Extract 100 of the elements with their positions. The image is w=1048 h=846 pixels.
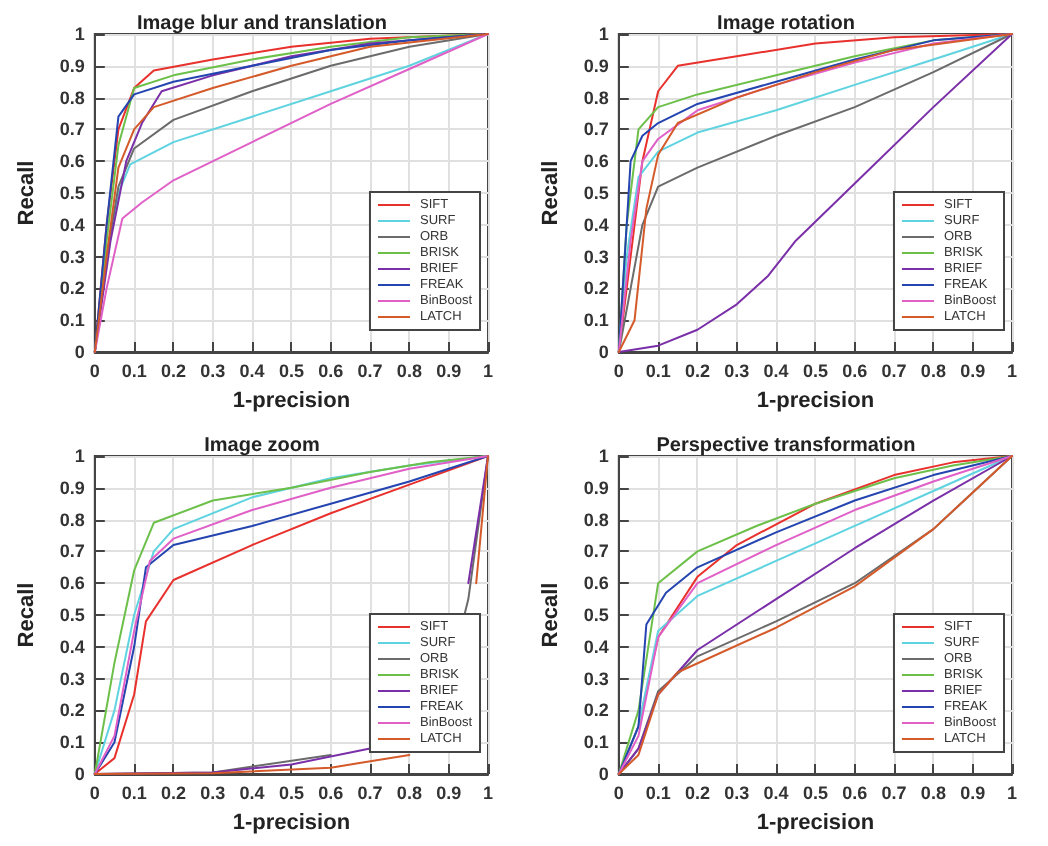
x-tick-label: 0.9: [960, 783, 986, 803]
y-tick-label: 0.9: [583, 477, 609, 498]
y-tick-label: 0.4: [583, 214, 609, 235]
x-tick-label: 0.4: [239, 783, 265, 803]
y-tick-label: 0.7: [59, 541, 85, 562]
x-tick-label: 0.7: [881, 783, 907, 803]
x-tick-label: 0.5: [278, 361, 304, 381]
y-tick-label: 0.1: [59, 732, 85, 753]
chart-title: Image zoom: [204, 435, 320, 457]
y-tick-label: 0.4: [59, 636, 85, 657]
x-tick-label: 0.6: [842, 361, 868, 381]
x-axis-title: 1-precision: [756, 810, 875, 835]
y-axis-title: Recall: [15, 160, 39, 226]
x-axis-title: 1-precision: [756, 388, 875, 413]
x-tick-label: 0.6: [318, 783, 344, 803]
y-tick-label: 0: [74, 342, 85, 362]
y-tick-label: 0.2: [59, 700, 85, 721]
y-tick-label: 0.5: [59, 605, 85, 625]
x-tick-label: 0.9: [436, 361, 462, 381]
chart-title: Image blur and translation: [136, 13, 388, 35]
y-axis-title: Recall: [539, 582, 563, 648]
x-tick-label: 0: [89, 361, 100, 381]
x-tick-label: 1: [1006, 783, 1018, 803]
y-tick-label: 0.3: [583, 668, 609, 689]
y-tick-label: 0.3: [59, 246, 85, 267]
y-axis-title: Recall: [539, 160, 563, 226]
y-tick-label: 0.1: [59, 310, 85, 331]
x-tick-label: 0.8: [920, 361, 946, 381]
chart-title: Perspective transformation: [656, 435, 916, 457]
x-tick-label: 0.1: [645, 361, 671, 381]
x-tick-label: 0.5: [802, 783, 828, 803]
y-tick-label: 0.5: [59, 183, 85, 203]
y-tick-label: 0.8: [59, 87, 85, 108]
y-axis-title: Recall: [15, 582, 39, 648]
y-tick-label: 0.3: [583, 246, 609, 267]
x-tick-label: 0.8: [920, 783, 946, 803]
y-tick-label: 0.5: [583, 605, 609, 625]
line-series: [93, 33, 489, 353]
x-tick-label: 0: [613, 361, 624, 381]
x-tick-label: 0.8: [396, 361, 422, 381]
x-tick-label: 0.9: [436, 783, 462, 803]
y-tick-label: 0.2: [59, 278, 85, 299]
x-tick-label: 0.1: [121, 783, 147, 803]
chart-title: Image rotation: [717, 13, 855, 35]
y-tick-label: 0.6: [59, 151, 85, 172]
y-tick-label: 1: [598, 446, 609, 466]
x-tick-label: 0.2: [684, 783, 710, 803]
x-tick-label: 0: [613, 783, 624, 803]
y-tick-label: 0.6: [583, 573, 609, 594]
x-tick-label: 1: [1006, 361, 1018, 381]
x-tick-label: 0.4: [763, 783, 789, 803]
x-tick-label: 0.3: [200, 783, 226, 803]
line-series: [93, 455, 489, 775]
x-tick-label: 0.2: [684, 361, 710, 381]
x-tick-label: 0.5: [802, 361, 828, 381]
x-axis-title: 1-precision: [232, 388, 351, 413]
x-tick-label: 0.4: [763, 361, 789, 381]
y-tick-label: 0.2: [583, 278, 609, 299]
y-tick-label: 0.9: [59, 55, 85, 76]
x-axis-title: 1-precision: [232, 810, 351, 835]
x-tick-label: 0.4: [239, 361, 265, 381]
y-tick-label: 0: [74, 764, 85, 784]
x-tick-label: 0.2: [160, 783, 186, 803]
x-tick-label: 0.3: [200, 361, 226, 381]
x-tick-label: 1: [482, 361, 494, 381]
x-tick-label: 0.1: [645, 783, 671, 803]
x-tick-label: 0.7: [357, 783, 383, 803]
y-tick-label: 0.3: [59, 668, 85, 689]
y-tick-label: 1: [74, 24, 85, 44]
x-tick-label: 0.8: [396, 783, 422, 803]
y-tick-label: 0.1: [583, 732, 609, 753]
y-tick-label: 0.6: [583, 151, 609, 172]
line-series: [617, 33, 1013, 353]
line-series: [617, 455, 1013, 775]
x-tick-label: 0.6: [318, 361, 344, 381]
x-tick-label: 0.7: [881, 361, 907, 381]
y-tick-label: 0.9: [59, 477, 85, 498]
y-tick-label: 0.6: [59, 573, 85, 594]
x-tick-label: 0.5: [278, 783, 304, 803]
y-tick-label: 0.2: [583, 700, 609, 721]
x-tick-label: 0: [89, 783, 100, 803]
y-tick-label: 1: [74, 446, 85, 466]
y-tick-label: 0.8: [583, 87, 609, 108]
y-tick-label: 0.5: [583, 183, 609, 203]
y-tick-label: 0.8: [583, 509, 609, 530]
y-tick-label: 0.9: [583, 55, 609, 76]
y-tick-label: 0: [598, 342, 609, 362]
x-tick-label: 0.6: [842, 783, 868, 803]
x-tick-label: 0.1: [121, 361, 147, 381]
y-tick-label: 0.8: [59, 509, 85, 530]
x-tick-label: 0.9: [960, 361, 986, 381]
y-tick-label: 0.1: [583, 310, 609, 331]
x-tick-label: 0.3: [724, 783, 750, 803]
y-tick-label: 0.7: [583, 119, 609, 140]
y-tick-label: 0.4: [59, 214, 85, 235]
y-tick-label: 1: [598, 24, 609, 44]
y-tick-label: 0.4: [583, 636, 609, 657]
y-tick-label: 0.7: [583, 541, 609, 562]
x-tick-label: 0.2: [160, 361, 186, 381]
x-tick-label: 0.7: [357, 361, 383, 381]
